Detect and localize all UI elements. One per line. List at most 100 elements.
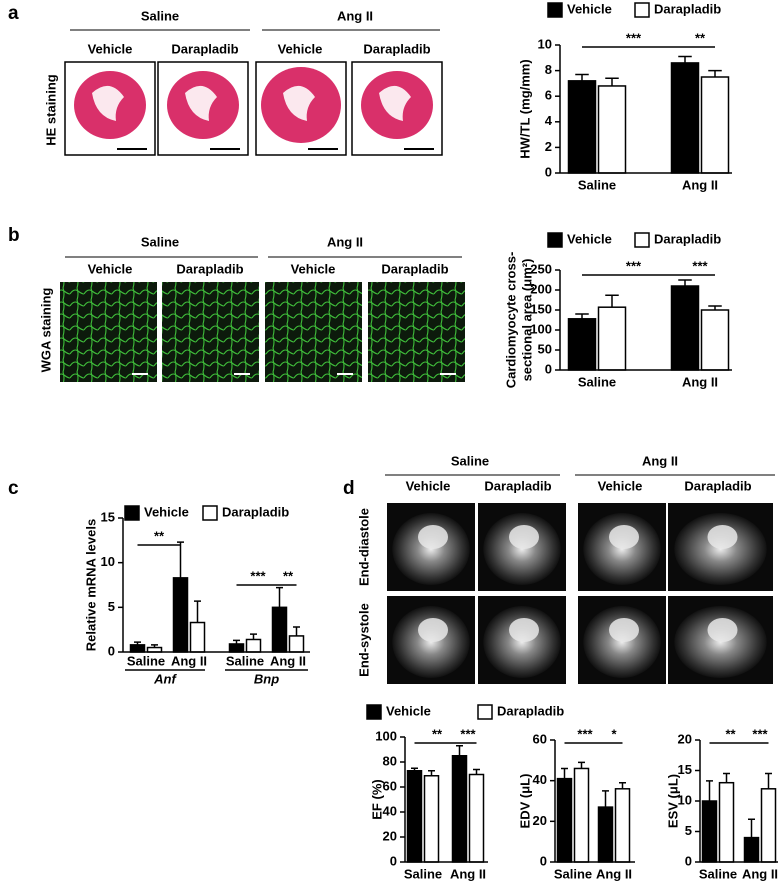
y-tick-label: 20 — [678, 731, 692, 746]
y-tick-label: 10 — [678, 792, 692, 807]
wga-image — [60, 282, 157, 382]
x-tick-label: Ang II — [450, 866, 486, 881]
significance: * — [611, 726, 617, 741]
mri-body — [392, 513, 470, 585]
mri-body — [583, 606, 661, 678]
group-header: Saline — [451, 453, 489, 468]
error-bar — [706, 780, 713, 801]
column-header: Darapladib — [484, 478, 551, 493]
y-tick-label: 5 — [685, 823, 692, 838]
error-bar — [473, 768, 480, 775]
bar — [743, 836, 760, 863]
y-tick-label: 250 — [530, 261, 552, 276]
y-axis-label: ESV (μL) — [665, 774, 680, 828]
mri-body — [583, 513, 661, 585]
bar — [760, 788, 777, 863]
x-tick-label: Saline — [578, 177, 616, 192]
legend-label: Darapladib — [497, 703, 564, 718]
x-tick-label: Saline — [226, 653, 264, 668]
y-axis-label: EF (%) — [369, 779, 384, 819]
error-bar — [250, 633, 257, 640]
error-bar — [194, 600, 201, 623]
x-tick-label: Ang II — [742, 866, 778, 881]
x-tick-label: Saline — [554, 866, 592, 881]
mri-body — [392, 606, 470, 678]
significance: *** — [626, 30, 642, 45]
panel-label: b — [8, 225, 20, 246]
mri-heart — [609, 618, 639, 642]
x-tick-label: Ang II — [682, 374, 718, 389]
column-header: Vehicle — [291, 261, 336, 276]
bar — [701, 800, 718, 863]
y-tick-label: 60 — [533, 731, 547, 746]
bar — [245, 638, 262, 653]
bar — [423, 775, 440, 863]
column-header: Darapladib — [171, 41, 238, 56]
y-tick-label: 10 — [101, 554, 115, 569]
legend-label: Vehicle — [567, 1, 612, 16]
y-tick-label: 5 — [108, 599, 115, 614]
legend-swatch — [547, 2, 563, 18]
group-header: Saline — [141, 8, 179, 23]
group-header: Ang II — [642, 453, 678, 468]
y-tick-label: 60 — [383, 778, 397, 793]
legend-label: Vehicle — [144, 504, 189, 519]
column-header: Vehicle — [278, 41, 323, 56]
bar — [573, 767, 590, 863]
bar — [597, 806, 614, 863]
y-tick-label: 2 — [545, 139, 552, 154]
bar — [700, 76, 730, 174]
error-bar — [578, 761, 585, 769]
heart-lumen — [185, 85, 217, 121]
legend-label: Vehicle — [386, 703, 431, 718]
error-bar — [708, 69, 722, 77]
error-bar — [276, 586, 283, 608]
group-label: Anf — [153, 671, 177, 686]
legend-label: Darapladib — [654, 231, 721, 246]
column-header: Darapladib — [363, 41, 430, 56]
mri-body — [483, 606, 561, 678]
significance: ** — [154, 528, 165, 543]
bar — [468, 773, 485, 863]
y-tick-label: 15 — [101, 509, 115, 524]
error-bar — [456, 745, 463, 756]
y-tick-label: 6 — [545, 88, 552, 103]
column-header: Darapladib — [381, 261, 448, 276]
row-label: End-systole — [356, 603, 371, 677]
y-axis-label: sectional area (μm²) — [519, 259, 534, 382]
bar — [567, 318, 597, 371]
bar — [406, 770, 423, 863]
y-axis-label: EDV (μL) — [517, 774, 532, 829]
heart-lumen — [92, 85, 124, 121]
y-tick-label: 20 — [533, 813, 547, 828]
x-tick-label: Saline — [127, 653, 165, 668]
bar — [597, 306, 627, 371]
mri-heart — [707, 525, 738, 549]
error-bar — [678, 55, 692, 63]
bar — [556, 777, 573, 863]
mri-heart — [609, 525, 639, 549]
mri-body — [674, 606, 767, 678]
error-bar — [678, 279, 692, 286]
x-tick-label: Saline — [578, 374, 616, 389]
y-tick-label: 0 — [540, 853, 547, 868]
wga-image — [265, 282, 362, 382]
significance: ** — [725, 726, 736, 741]
y-tick-label: 200 — [530, 281, 552, 296]
x-tick-label: Saline — [699, 866, 737, 881]
legend-label: Darapladib — [222, 504, 289, 519]
y-tick-label: 10 — [538, 36, 552, 51]
x-tick-label: Ang II — [596, 866, 632, 881]
column-header: Vehicle — [88, 261, 133, 276]
legend-label: Darapladib — [654, 1, 721, 16]
y-axis-label: HW/TL (mg/mm) — [517, 59, 532, 158]
legend-swatch — [124, 505, 140, 521]
error-bar — [765, 772, 772, 789]
y-axis-label: Cardiomyocyte cross- — [503, 252, 518, 389]
group-header: Ang II — [337, 8, 373, 23]
row-label: WGA staining — [38, 288, 53, 373]
error-bar — [561, 767, 568, 779]
error-bar — [602, 790, 609, 808]
group-header: Saline — [141, 234, 179, 249]
wga-image — [368, 282, 465, 382]
